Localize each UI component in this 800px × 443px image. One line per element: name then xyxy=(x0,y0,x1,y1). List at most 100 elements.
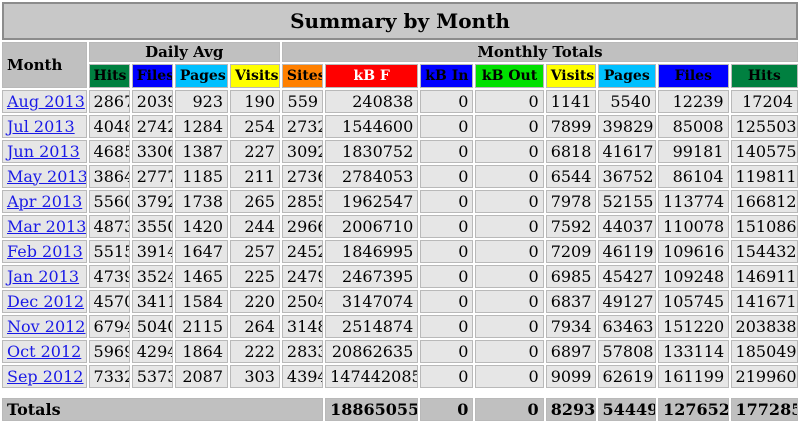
table-row: Sep 201273325373208730343941474420850090… xyxy=(2,365,798,388)
monthly-cell: 0 xyxy=(420,290,474,313)
daily-cell: 7332 xyxy=(88,365,130,388)
month-link[interactable]: Jun 2013 xyxy=(7,141,80,161)
daily-cell: 5969 xyxy=(88,340,130,363)
month-link[interactable]: Mar 2013 xyxy=(7,216,87,236)
totals-kbf: 188650558 xyxy=(325,398,419,421)
month-cell: Nov 2012 xyxy=(2,315,87,338)
daily-cell: 6794 xyxy=(88,315,130,338)
monthly-cell: 2736 xyxy=(281,165,324,188)
daily-cell: 2742 xyxy=(131,115,173,138)
daily-cell: 3864 xyxy=(88,165,130,188)
daily-cell: 5040 xyxy=(131,315,173,338)
month-link[interactable]: Sep 2012 xyxy=(7,366,84,386)
daily-cell: 4739 xyxy=(88,265,130,288)
monthly-cell: 0 xyxy=(475,90,544,113)
daily-cell: 1185 xyxy=(174,165,229,188)
totals-row: Totals 188650558 0 0 82933 544493 127652… xyxy=(2,398,798,421)
monthly-cell: 7899 xyxy=(545,115,596,138)
monthly-cell: 49127 xyxy=(597,290,657,313)
daily-avg-group-header: Daily Avg xyxy=(88,42,280,62)
month-link[interactable]: Apr 2013 xyxy=(7,191,83,211)
month-link[interactable]: Nov 2012 xyxy=(7,316,86,336)
summary-table: Summary by Month Month Daily Avg Monthly… xyxy=(2,2,798,421)
monthly-cell: 154432 xyxy=(730,240,798,263)
daily-cell: 1387 xyxy=(174,140,229,163)
daily-cell: 923 xyxy=(174,90,229,113)
month-cell: Mar 2013 xyxy=(2,215,87,238)
monthly-cell: 39829 xyxy=(597,115,657,138)
monthly-cell: 119811 xyxy=(730,165,798,188)
month-link[interactable]: Jul 2013 xyxy=(7,116,75,136)
monthly-cell: 2479 xyxy=(281,265,324,288)
daily-cell: 1284 xyxy=(174,115,229,138)
monthly-files-header: Files xyxy=(658,64,729,88)
monthly-cell: 0 xyxy=(420,140,474,163)
monthly-cell: 1962547 xyxy=(325,190,419,213)
monthly-cell: 1830752 xyxy=(325,140,419,163)
monthly-cell: 0 xyxy=(420,265,474,288)
monthly-cell: 5540 xyxy=(597,90,657,113)
month-link[interactable]: Oct 2012 xyxy=(7,341,82,361)
table-row: Jul 201340482742128425427321544600007899… xyxy=(2,115,798,138)
daily-cell: 2867 xyxy=(88,90,130,113)
monthly-cell: 0 xyxy=(475,365,544,388)
daily-cell: 1465 xyxy=(174,265,229,288)
daily-cell: 2777 xyxy=(131,165,173,188)
totals-pages: 544493 xyxy=(597,398,657,421)
month-link[interactable]: Aug 2013 xyxy=(7,91,85,111)
monthly-cell: 1544600 xyxy=(325,115,419,138)
daily-cell: 4570 xyxy=(88,290,130,313)
monthly-cell: 3147074 xyxy=(325,290,419,313)
daily-cell: 227 xyxy=(230,140,280,163)
monthly-kb-in-header: kB In xyxy=(420,64,474,88)
monthly-cell: 0 xyxy=(420,240,474,263)
month-link[interactable]: Dec 2012 xyxy=(7,291,85,311)
monthly-kb-f-header: kB F xyxy=(325,64,419,88)
monthly-cell: 113774 xyxy=(658,190,729,213)
monthly-cell: 0 xyxy=(420,115,474,138)
table-row: Aug 201328672039923190559240838001141554… xyxy=(2,90,798,113)
monthly-cell: 6818 xyxy=(545,140,596,163)
month-link[interactable]: May 2013 xyxy=(7,166,87,186)
daily-cell: 211 xyxy=(230,165,280,188)
daily-cell: 3306 xyxy=(131,140,173,163)
daily-visits-header: Visits xyxy=(230,64,280,88)
daily-cell: 190 xyxy=(230,90,280,113)
monthly-cell: 52155 xyxy=(597,190,657,213)
totals-kbin: 0 xyxy=(420,398,474,421)
monthly-cell: 0 xyxy=(420,90,474,113)
monthly-cell: 147442085 xyxy=(325,365,419,388)
daily-cell: 5373 xyxy=(131,365,173,388)
monthly-cell: 2833 xyxy=(281,340,324,363)
monthly-cell: 20862635 xyxy=(325,340,419,363)
monthly-cell: 0 xyxy=(475,240,544,263)
monthly-cell: 7592 xyxy=(545,215,596,238)
month-cell: Sep 2012 xyxy=(2,365,87,388)
totals-spacer xyxy=(2,390,798,396)
monthly-cell: 151086 xyxy=(730,215,798,238)
table-row: Jun 201346853306138722730921830752006818… xyxy=(2,140,798,163)
month-cell: Dec 2012 xyxy=(2,290,87,313)
monthly-pages-header: Pages xyxy=(597,64,657,88)
daily-cell: 4048 xyxy=(88,115,130,138)
month-link[interactable]: Feb 2013 xyxy=(7,241,83,261)
monthly-cell: 7978 xyxy=(545,190,596,213)
monthly-cell: 12239 xyxy=(658,90,729,113)
daily-cell: 3792 xyxy=(131,190,173,213)
monthly-cell: 46119 xyxy=(597,240,657,263)
month-link[interactable]: Jan 2013 xyxy=(7,266,80,286)
monthly-cell: 3148 xyxy=(281,315,324,338)
monthly-cell: 41617 xyxy=(597,140,657,163)
table-row: Dec 201245703411158422025043147074006837… xyxy=(2,290,798,313)
monthly-cell: 2855 xyxy=(281,190,324,213)
monthly-cell: 151220 xyxy=(658,315,729,338)
monthly-cell: 161199 xyxy=(658,365,729,388)
daily-cell: 3524 xyxy=(131,265,173,288)
daily-cell: 4294 xyxy=(131,340,173,363)
monthly-cell: 0 xyxy=(475,215,544,238)
monthly-cell: 4394 xyxy=(281,365,324,388)
